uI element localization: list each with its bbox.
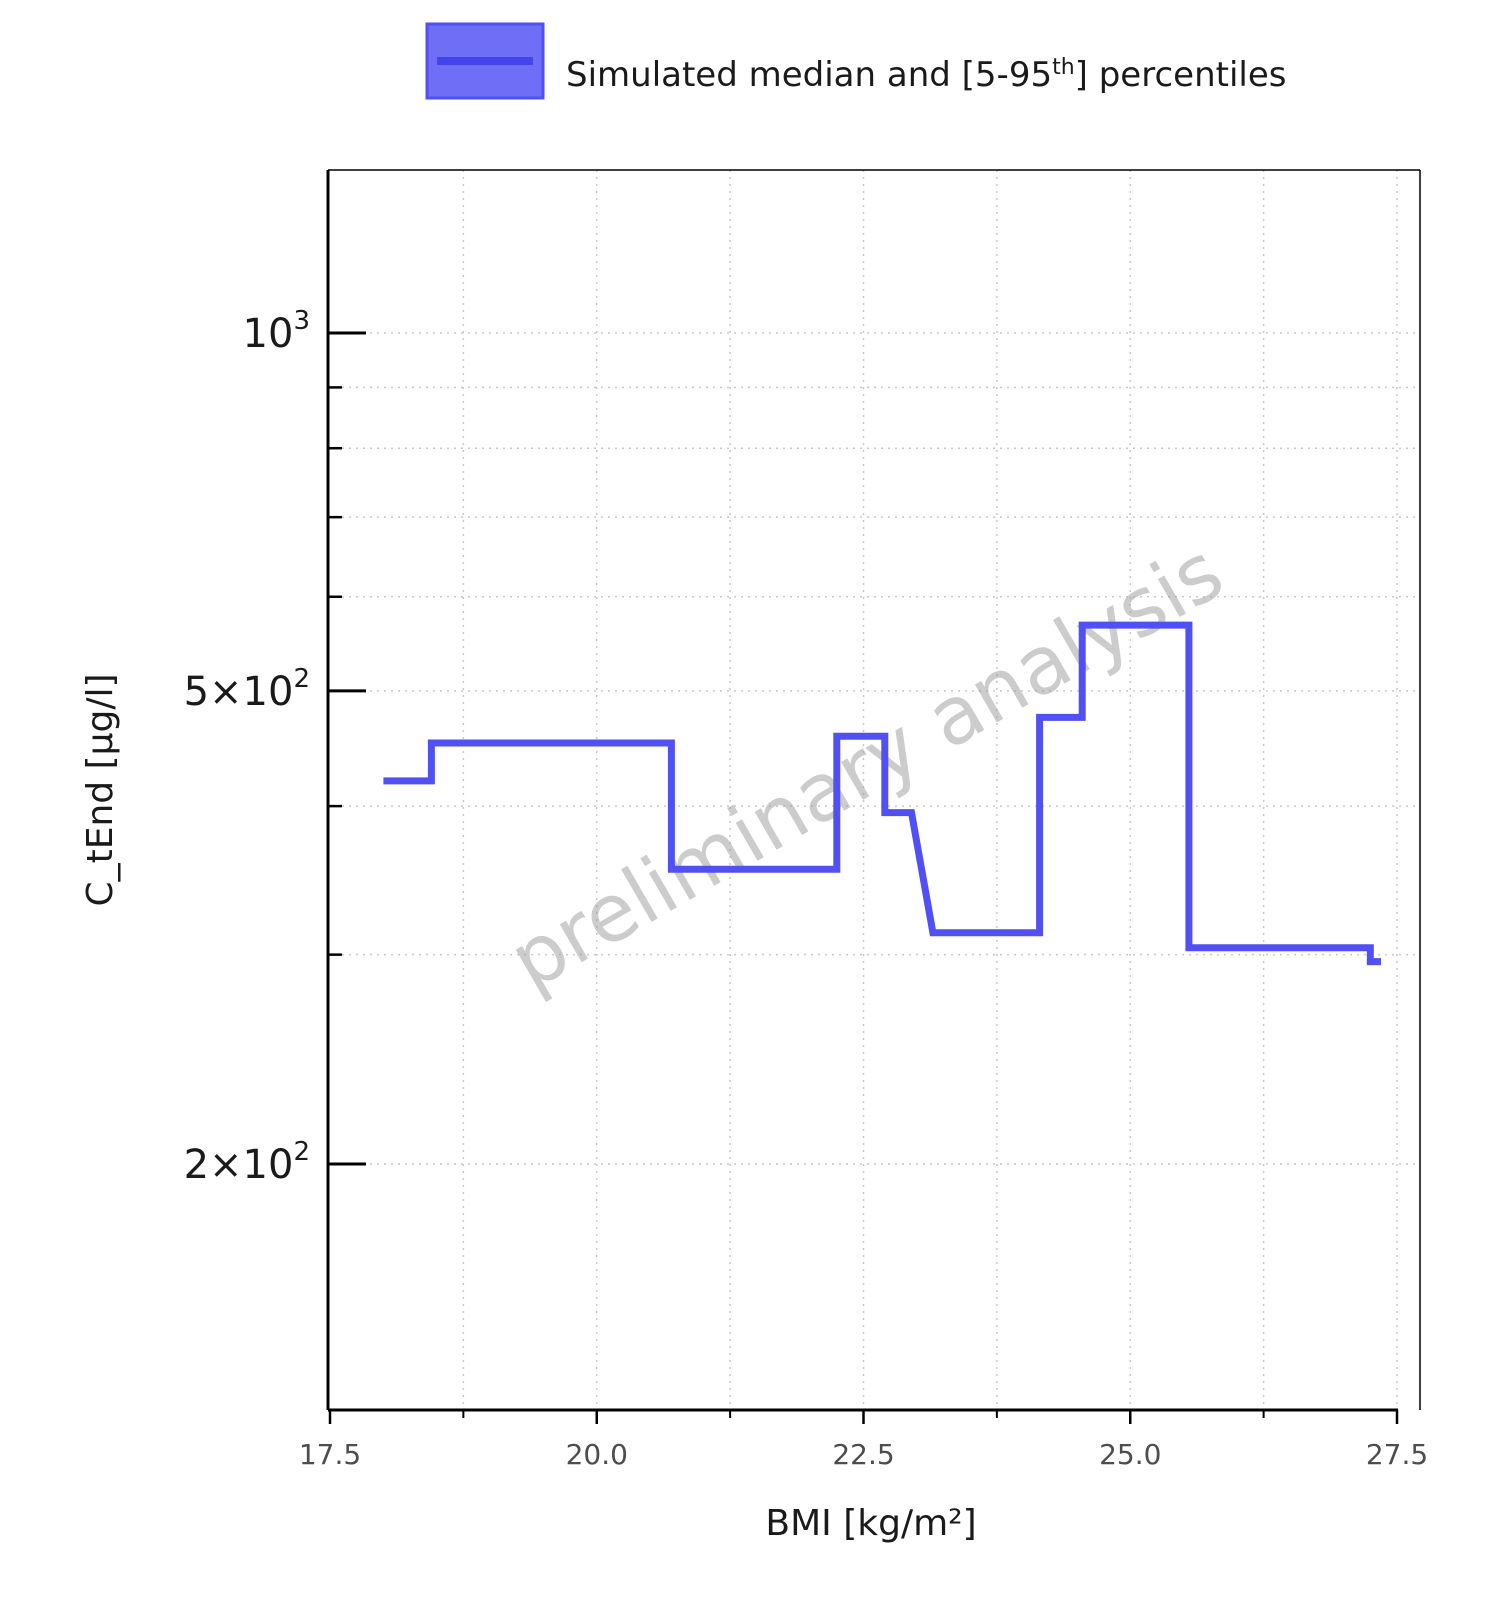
y-tick-label: 103 (243, 306, 310, 357)
y-tick-label: 5×102 (184, 664, 310, 715)
x-tick-label: 20.0 (566, 1438, 628, 1471)
x-tick-label: 17.5 (299, 1438, 361, 1471)
y-tick-label-exp: 2 (293, 1137, 310, 1167)
legend-label-end: ] percentiles (1075, 55, 1287, 95)
legend-label-sup: th (1052, 55, 1075, 80)
watermark: preliminary analysis (494, 525, 1238, 1008)
y-tick-label: 2×102 (184, 1137, 310, 1188)
y-tick-label-base: 10 (243, 311, 294, 357)
x-tick-label: 22.5 (832, 1438, 894, 1471)
legend-label: Simulated median and [5-95th] percentile… (566, 55, 1286, 95)
x-tick-label: 27.5 (1366, 1438, 1428, 1471)
y-tick-label-base: 5×10 (184, 669, 294, 715)
series-layer (383, 621, 1381, 966)
y-axis-label: C_tEnd [µg/l] (80, 673, 121, 906)
x-axis-label: BMI [kg/m²] (765, 1503, 976, 1544)
grid (328, 170, 1420, 1410)
y-tick-label-exp: 2 (293, 664, 310, 694)
legend: Simulated median and [5-95th] percentile… (425, 22, 1286, 100)
axes (326, 169, 1421, 1412)
x-tick-label: 25.0 (1099, 1438, 1161, 1471)
y-tick-label-base: 2×10 (184, 1142, 294, 1188)
y-tick-label-exp: 3 (293, 306, 310, 336)
legend-label-main: Simulated median and [5-95 (566, 55, 1052, 95)
series-line (383, 621, 1381, 966)
